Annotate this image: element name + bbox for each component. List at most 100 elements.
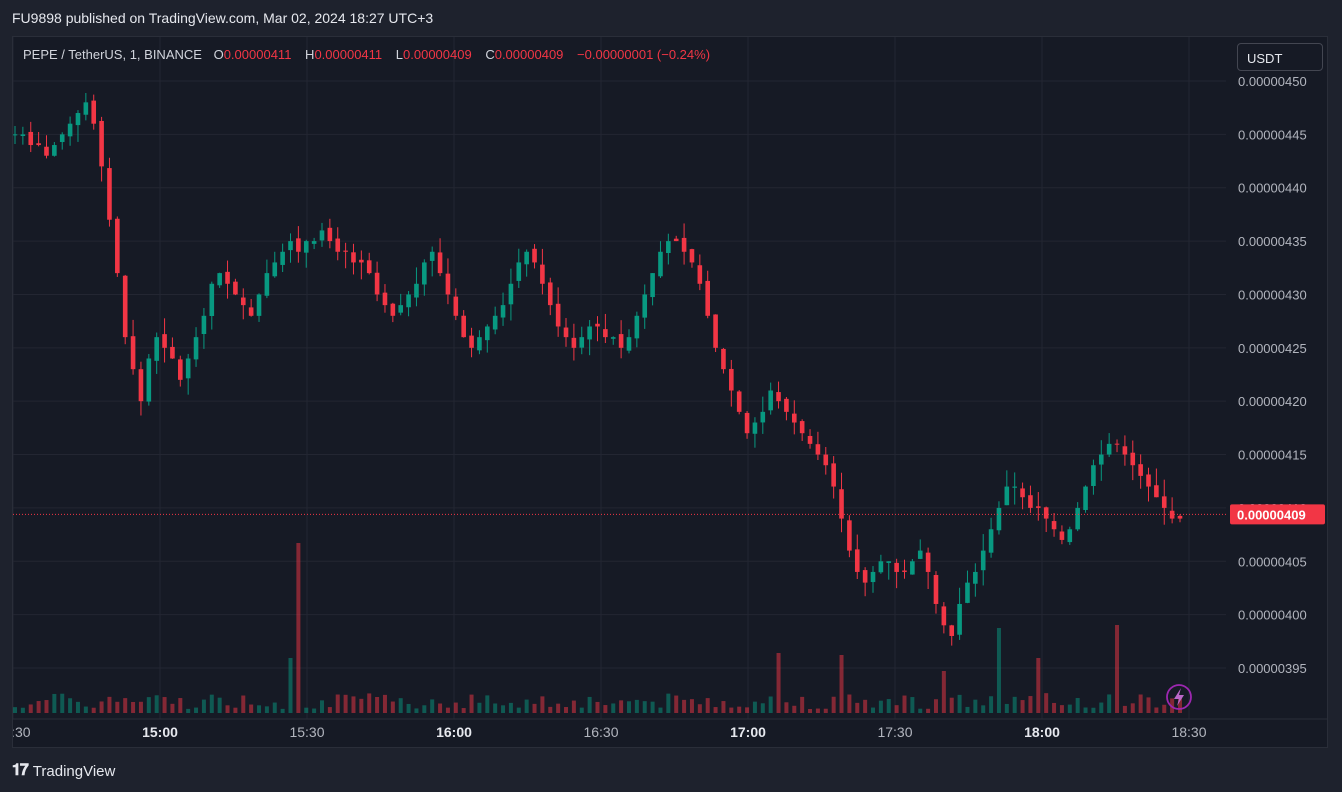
candle-body [1146,474,1151,487]
x-tick-label: 16:30 [583,724,618,740]
candle-body [626,337,632,351]
candle-body [933,574,939,604]
volume-bar [217,697,222,713]
y-tick-label: 0.00000430 [1238,287,1307,302]
candle-body [351,252,356,263]
candle-body [233,281,238,295]
candle-body [870,571,876,583]
candle-body [579,337,585,348]
candle-body [768,390,773,411]
candle-body [1059,531,1065,540]
candle-body [52,145,57,156]
candle-body [744,412,750,434]
candle-body [319,230,325,241]
volume-bar [131,701,136,713]
volume-bar [564,707,569,713]
volume-bar [257,705,262,713]
volume-bar [886,699,891,713]
candle-body [1114,443,1120,445]
tradingview-logo-icon[interactable]: 𝟏𝟕 [12,762,29,779]
candle-body [406,294,411,308]
x-tick-label: 17:30 [877,724,912,740]
volume-bar [225,705,230,713]
volume-bar [146,697,151,713]
candle-body [532,248,537,263]
volume-bar [760,703,765,713]
volume-bar [611,703,616,713]
candle-body [28,131,34,146]
candle-body [91,100,97,124]
candle-body [587,326,592,340]
volume-bar [28,704,33,713]
candle-body [1130,452,1136,466]
volume-bar [1091,707,1096,713]
low-label: L [395,47,404,62]
volume-bar [674,695,679,713]
candle-body [162,334,167,348]
open-label: O [213,47,224,62]
volume-bar [878,700,883,713]
candle-body [988,529,994,553]
y-tick-label: 0.00000435 [1238,234,1307,249]
chart-frame[interactable]: 0.00000450 0.00000445 0.00000440 0.00000435… [12,36,1328,748]
candle-body [13,134,18,136]
symbol-label[interactable]: PEPE / TetherUS, 1, BINANCE [23,47,202,62]
candle-body [894,562,899,572]
volume-bar [642,701,647,713]
candle-body [154,337,159,361]
volume-bar [619,700,624,713]
volume-bar [721,701,726,713]
y-tick-label: 0.00000420 [1238,394,1307,409]
chart-canvas[interactable]: 0.00000450 0.00000445 0.00000440 0.00000435… [13,37,1328,748]
x-tick-label: 15:00 [142,724,178,740]
volume-bar [941,671,946,713]
volume-bar [44,700,49,713]
candle-body [122,275,128,338]
volume-bar [957,694,962,713]
candle-body [469,335,474,348]
volume-bar [666,693,671,713]
volume-bar [485,695,490,713]
candle-body [791,413,797,423]
candle-body [980,550,986,571]
candle-body [99,120,104,167]
candle-body [217,273,222,286]
volume-bar [288,658,293,713]
volume-bar [304,707,309,713]
volume-bar [973,699,978,713]
candle-body [445,273,451,295]
volume-bar [989,696,994,713]
volume-bar [1107,694,1112,713]
candle-body [721,348,726,370]
candle-body [209,283,215,316]
lightning-bolt-icon [1174,688,1184,706]
candle-body [941,606,947,626]
volume-bar [808,708,813,713]
tradingview-brand[interactable]: TradingView [32,762,116,780]
volume-bar [1099,702,1104,713]
candle-body [658,251,663,277]
candle-body [178,359,183,380]
candle-body [1020,488,1025,498]
candle-body [831,463,836,487]
volume-bar [406,703,411,713]
candle-body [201,315,207,335]
candle-body [1043,507,1049,519]
ohlc-legend: PEPE / TetherUS, 1, BINANCE O0.00000411 … [23,47,720,62]
volume-bar [201,699,206,713]
volume-bar [626,701,631,713]
volume-bar [469,694,474,713]
volume-bar [548,706,553,713]
volume-bar [1154,707,1159,713]
candle-body [359,259,364,263]
volume-bar [138,701,143,713]
candle-body [193,337,199,360]
currency-button[interactable]: USDT [1237,43,1323,71]
volume-bar [1115,625,1120,713]
publish-info: FU9898 published on TradingView.com, Mar… [12,10,434,26]
candle-body [382,292,388,306]
volume-bar [1130,703,1135,713]
volume-bar [949,697,954,713]
close-label: C [485,47,495,62]
candle-body [878,561,884,573]
